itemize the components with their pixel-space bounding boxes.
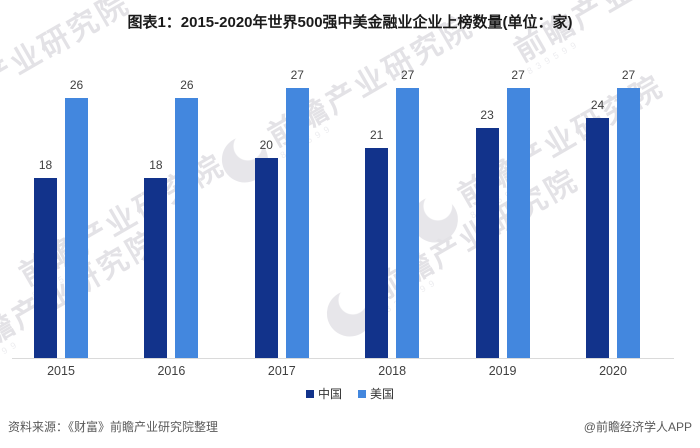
- credit-note: @前瞻经济学人APP: [583, 420, 692, 434]
- bar-中国-2015: [34, 178, 57, 358]
- bar-美国-2017: [285, 88, 309, 358]
- legend-item-中国: 中国: [305, 385, 342, 402]
- bar-中国-2017: [254, 158, 278, 358]
- bar-中国-2020: [586, 118, 609, 358]
- source-note: 资料来源：《财富》前瞻产业研究院整理: [8, 420, 219, 434]
- bar-中国-2016: [144, 178, 168, 358]
- x-axis-label-2015: 2015: [47, 364, 75, 378]
- legend: 中国 美国: [0, 385, 700, 402]
- bar-value-中国-2019: 23: [480, 108, 494, 122]
- x-axis-label-2016: 2016: [157, 364, 186, 378]
- bar-value-中国-2020: 24: [590, 98, 605, 112]
- bar-value-中国-2016: 18: [149, 158, 163, 172]
- x-axis-label-2017: 2017: [267, 364, 296, 378]
- bar-value-美国-2018: 27: [401, 68, 415, 82]
- bar-美国-2018: [396, 88, 420, 358]
- bar-value-美国-2016: 26: [180, 78, 194, 92]
- bar-value-美国-2020: 27: [621, 68, 636, 82]
- bar-value-中国-2015: 18: [38, 158, 53, 172]
- bar-美国-2016: [175, 98, 199, 358]
- bar-中国-2018: [365, 148, 389, 358]
- legend-label-中国: 中国: [317, 387, 342, 401]
- bar-value-中国-2018: 21: [370, 128, 384, 142]
- legend-item-美国: 美国: [358, 385, 394, 402]
- x-axis-label-2018: 2018: [378, 364, 407, 378]
- bar-中国-2019: [475, 128, 499, 358]
- bar-value-美国-2015: 26: [69, 78, 84, 92]
- x-axis-label-2020: 2020: [599, 364, 627, 378]
- legend-swatch-中国: [305, 389, 314, 398]
- bar-美国-2015: [65, 98, 88, 358]
- x-axis-line: [12, 358, 674, 359]
- chart-title: 图表1：2015-2020年世界500强中美金融业企业上榜数量(单位：家): [127, 14, 573, 31]
- legend-swatch-美国: [358, 389, 366, 398]
- bar-value-中国-2017: 20: [259, 138, 273, 152]
- bar-value-美国-2019: 27: [511, 68, 525, 82]
- legend-label-美国: 美国: [370, 387, 395, 401]
- bar-value-美国-2017: 27: [290, 68, 304, 82]
- bar-美国-2019: [506, 88, 530, 358]
- x-axis-label-2019: 2019: [488, 364, 517, 378]
- footer: 资料来源：《财富》前瞻产业研究院整理 @前瞻经济学人APP: [8, 418, 692, 435]
- bar-美国-2020: [617, 88, 640, 358]
